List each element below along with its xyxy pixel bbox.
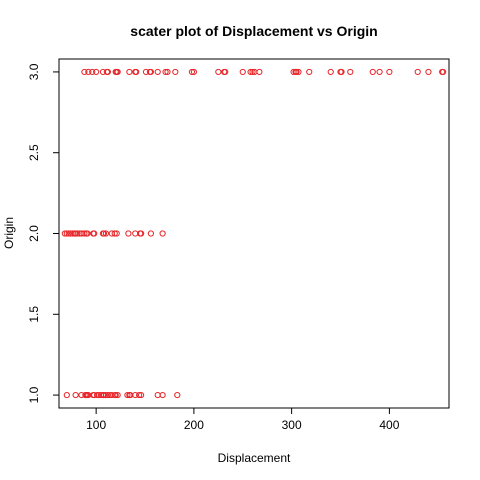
data-point xyxy=(159,391,166,399)
data-point xyxy=(104,391,111,399)
data-point xyxy=(114,391,121,399)
data-point xyxy=(126,68,133,76)
data-point xyxy=(222,68,229,76)
y-axis: 1.0 1.5 2.0 2.5 3.0 xyxy=(27,63,59,403)
data-point xyxy=(61,230,68,237)
y-tick-label: 2.0 xyxy=(27,225,41,242)
data-point xyxy=(293,68,300,76)
data-point xyxy=(138,391,145,399)
data-point xyxy=(215,68,222,76)
data-point xyxy=(74,230,81,237)
data-point xyxy=(147,68,154,76)
data-point xyxy=(188,68,196,76)
data-point xyxy=(102,391,110,399)
data-points xyxy=(61,68,447,399)
data-point xyxy=(113,230,120,237)
data-point xyxy=(239,68,246,76)
data-point xyxy=(94,391,101,399)
data-point xyxy=(338,68,345,76)
data-point xyxy=(159,230,166,237)
y-tick-label: 1.0 xyxy=(27,386,41,403)
data-point xyxy=(190,68,197,76)
data-point xyxy=(63,391,70,399)
data-point xyxy=(306,68,313,76)
data-point xyxy=(249,68,256,76)
data-point xyxy=(100,230,108,237)
data-point xyxy=(172,68,179,76)
x-tick-label: 100 xyxy=(86,418,106,432)
data-point xyxy=(138,230,145,237)
y-axis-label: Origin xyxy=(2,217,16,249)
data-point xyxy=(114,68,121,76)
chart-title: scater plot of Displacement vs Origin xyxy=(130,23,377,39)
x-tick-label: 200 xyxy=(184,418,204,432)
x-tick-label: 400 xyxy=(379,418,399,432)
data-point xyxy=(89,68,96,76)
data-point xyxy=(81,230,88,237)
data-point xyxy=(108,391,115,399)
data-point xyxy=(72,391,79,399)
data-point xyxy=(147,230,154,237)
data-point xyxy=(132,391,139,399)
data-point xyxy=(164,68,171,76)
data-point xyxy=(102,230,110,237)
data-point xyxy=(154,68,161,76)
data-point xyxy=(136,391,143,399)
data-point xyxy=(386,68,393,76)
data-point xyxy=(174,391,181,399)
data-point xyxy=(347,68,354,76)
x-tick-label: 300 xyxy=(282,418,302,432)
data-point xyxy=(111,230,118,237)
data-point xyxy=(327,68,334,76)
data-point xyxy=(85,68,92,76)
data-point xyxy=(440,68,447,76)
data-point xyxy=(133,68,140,76)
y-tick-label: 3.0 xyxy=(27,63,41,80)
data-point xyxy=(81,68,88,76)
data-point xyxy=(72,230,79,237)
data-point xyxy=(125,230,132,237)
data-point xyxy=(104,68,111,76)
data-point xyxy=(112,391,119,399)
data-point xyxy=(162,68,169,76)
data-point xyxy=(256,68,263,76)
data-point xyxy=(425,68,432,76)
data-point xyxy=(91,230,98,237)
data-point xyxy=(93,68,100,76)
data-point xyxy=(376,68,383,76)
data-point xyxy=(369,68,376,76)
data-point xyxy=(295,68,302,76)
data-point xyxy=(247,68,254,76)
data-point xyxy=(414,68,421,76)
x-axis-label: Displacement xyxy=(218,451,291,465)
y-tick-label: 1.5 xyxy=(27,306,41,323)
data-point xyxy=(84,230,91,237)
x-axis: 100 200 300 400 xyxy=(86,408,400,432)
data-point xyxy=(124,391,131,399)
y-tick-label: 2.5 xyxy=(27,144,41,161)
data-point xyxy=(63,230,70,237)
data-point xyxy=(65,230,72,237)
data-point xyxy=(100,391,108,399)
